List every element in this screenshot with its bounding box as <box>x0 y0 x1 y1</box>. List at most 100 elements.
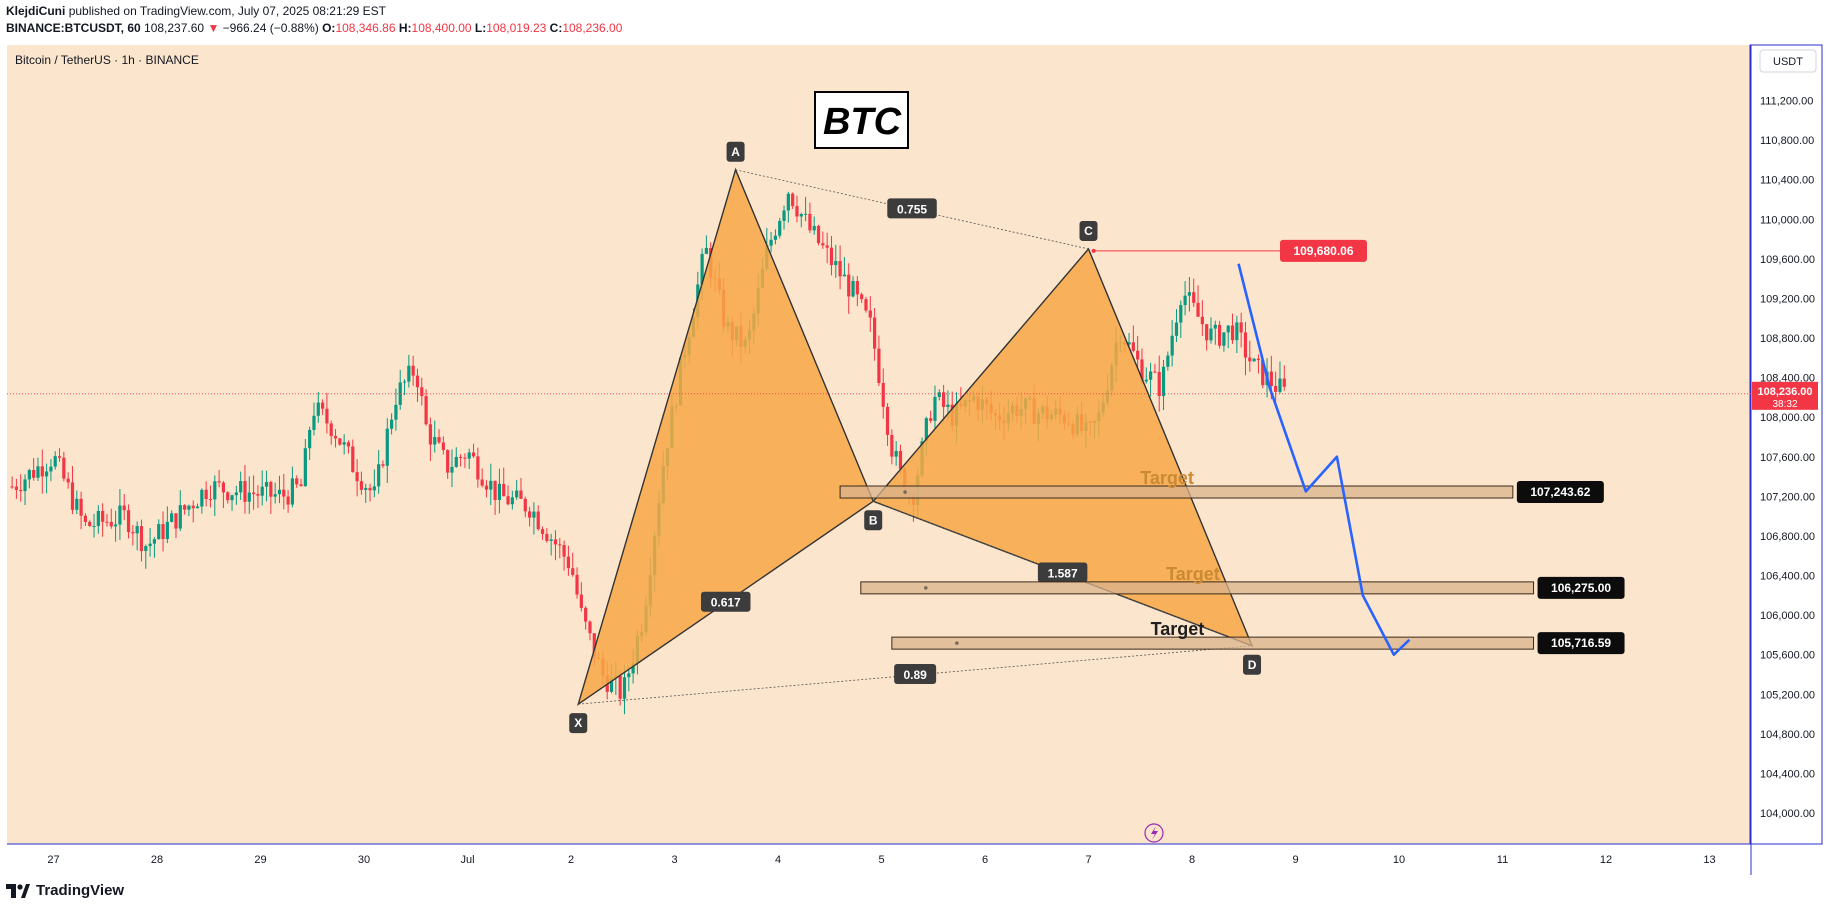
candle-body <box>195 506 200 509</box>
btc-banner-text: BTC <box>823 101 902 143</box>
target-zone-anchor <box>924 586 928 590</box>
tradingview-logo-icon <box>6 883 30 898</box>
candle-body <box>368 487 372 491</box>
tradingview-logo[interactable]: TradingView <box>6 882 124 899</box>
candle-body <box>1248 357 1252 362</box>
point-label: B <box>869 513 878 527</box>
candle-body <box>778 220 782 236</box>
y-tick-label: 104,800.00 <box>1760 729 1815 741</box>
candle-body <box>933 396 937 421</box>
y-tick-label: 106,000.00 <box>1760 610 1815 622</box>
candle-body <box>252 492 256 495</box>
candle-body <box>1205 324 1209 341</box>
candle-body <box>704 247 709 254</box>
candle-body <box>1144 379 1148 382</box>
candle-body <box>19 489 23 492</box>
candle-body <box>204 489 208 499</box>
candle-body <box>247 492 251 502</box>
candle-body <box>480 479 484 486</box>
candle-body <box>351 446 355 473</box>
x-tick-label: 12 <box>1600 854 1612 866</box>
candle-body <box>23 479 27 492</box>
axis-ticks: 104,000.00 104,400.00 104,800.00 105,200.00… <box>47 96 1815 867</box>
point-label-box <box>1243 654 1262 675</box>
candle-body <box>333 436 338 439</box>
candle-body <box>144 546 148 552</box>
y-tick-label: 109,600.00 <box>1760 254 1815 266</box>
time-axis[interactable] <box>7 844 1822 875</box>
candle-body <box>471 452 476 457</box>
candle-body <box>174 513 178 529</box>
candle-body <box>1200 316 1204 325</box>
currency-button[interactable] <box>1759 49 1817 73</box>
candle-body <box>864 299 868 311</box>
candle-body <box>411 365 415 376</box>
candle-body <box>528 511 532 518</box>
candle-body <box>1278 378 1282 392</box>
author-name[interactable]: KlejdiCuni <box>6 4 66 18</box>
candle-body <box>213 481 217 500</box>
candle-body <box>40 466 44 477</box>
lightning-icon[interactable] <box>1144 823 1164 843</box>
candle-body <box>821 243 825 246</box>
target-zone-anchor <box>955 641 959 645</box>
candle-body <box>114 524 118 527</box>
current-price-label: 108,236.00 <box>1757 386 1812 398</box>
candle-body <box>83 515 88 522</box>
candle-body <box>519 490 523 499</box>
candle-body <box>66 478 70 483</box>
point-label: C <box>1084 224 1093 238</box>
candle-body <box>812 226 816 231</box>
candle-body <box>786 193 790 211</box>
chart-canvas[interactable]: 104,000.00 104,400.00 104,800.00 105,200.00… <box>0 0 1829 880</box>
current-price-box <box>1752 381 1818 410</box>
symbol-name: BINANCE:BTCUSDT, 60 <box>6 21 141 35</box>
candle-body <box>799 214 803 217</box>
candle-body <box>562 545 566 557</box>
candle-body <box>1235 322 1239 341</box>
candle-body <box>1261 360 1265 386</box>
y-tick-label: 104,000.00 <box>1760 808 1815 820</box>
x-tick-label: 29 <box>254 854 266 866</box>
candle-body <box>571 568 575 575</box>
candle-body <box>329 423 333 437</box>
x-tick-label: 13 <box>1703 854 1715 866</box>
candle-body <box>1166 355 1170 367</box>
resistance-anchor <box>1091 248 1096 253</box>
candle-body <box>88 521 92 527</box>
candle-body <box>390 419 394 429</box>
candle-body <box>1187 292 1192 296</box>
candle-body <box>282 489 286 497</box>
x-tick-label: 10 <box>1393 854 1405 866</box>
candle-body <box>187 505 191 510</box>
candle-body <box>191 505 195 509</box>
candle-body <box>424 396 428 425</box>
y-tick-label: 110,800.00 <box>1760 135 1814 147</box>
price-axis[interactable] <box>1751 45 1822 844</box>
point-label-box <box>864 510 883 531</box>
candle-body <box>1230 325 1235 341</box>
high-label: H: <box>398 21 412 35</box>
target-text: Target <box>1151 619 1205 639</box>
target-price-label: 107,243.62 <box>1530 485 1590 499</box>
candle-body <box>53 456 57 467</box>
candle-body <box>226 492 230 501</box>
candle-body <box>277 489 282 495</box>
plot-background <box>7 45 1751 844</box>
candle-body <box>851 281 855 297</box>
candle-body <box>558 544 562 546</box>
y-tick-label: 105,200.00 <box>1760 689 1815 701</box>
ratio-label-box <box>894 663 937 684</box>
candle-body <box>290 478 295 505</box>
last-price: 108,237.60 <box>144 21 205 35</box>
candle-body <box>96 511 100 527</box>
candle-body <box>316 402 320 416</box>
candle-body <box>808 213 812 231</box>
y-tick-label: 110,400.00 <box>1760 175 1814 187</box>
candle-body <box>1243 332 1248 358</box>
candle-body <box>773 235 778 240</box>
x-tick-label: Jul <box>460 854 474 866</box>
candle-body <box>1149 371 1153 380</box>
candle-body <box>1226 325 1230 333</box>
